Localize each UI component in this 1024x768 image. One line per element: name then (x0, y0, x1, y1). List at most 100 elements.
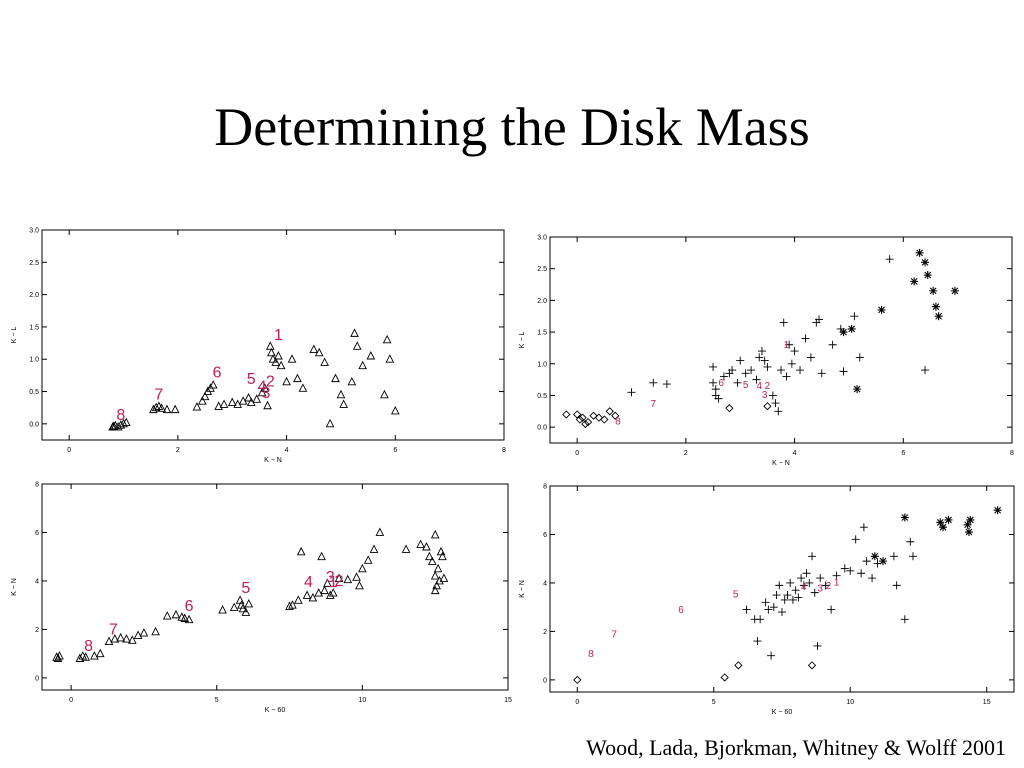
y-tick-label: 1.5 (537, 330, 547, 337)
asterisk-point (878, 557, 887, 566)
triangle-point (157, 403, 166, 412)
triangle-point (288, 600, 297, 609)
triangle-point (219, 399, 229, 408)
x-tick-label: 0 (575, 699, 579, 706)
y-tick-label: 2.5 (29, 260, 39, 267)
diamond-point (600, 415, 609, 424)
model-label-7: 7 (154, 386, 163, 403)
plus-point (832, 571, 841, 580)
plus-point (806, 353, 815, 362)
plus-point (885, 255, 894, 264)
chart-k-l-vs-k-n-symbols: 0 2 4 6 80.00.51.01.52.02.53.0K − NK − L 16 5 4… (519, 235, 1014, 468)
plus-point (764, 605, 773, 614)
triangle-point (110, 634, 120, 643)
plus-point (767, 651, 776, 660)
model-label-7: 7 (611, 629, 617, 640)
plot-frame (549, 485, 1015, 693)
triangle-point (320, 585, 329, 595)
diamond-point (575, 415, 585, 424)
model-label-4: 4 (258, 379, 267, 396)
triangle-point (267, 347, 276, 357)
y-tick-label: 3.0 (29, 228, 39, 235)
triangle-point (133, 630, 143, 639)
plus-point (805, 578, 814, 587)
triangle-point (252, 394, 262, 403)
y-axis-label: K − N (11, 578, 18, 596)
triangle-point (263, 400, 272, 410)
triangle-point (350, 328, 359, 337)
asterisk-point (944, 515, 953, 524)
triangle-point (122, 634, 131, 643)
triangle-point (52, 652, 61, 661)
plus-point (741, 369, 750, 378)
x-tick-label: 4 (285, 447, 289, 454)
diamond-point (763, 402, 772, 411)
triangle-point (241, 607, 251, 616)
plus-point (771, 399, 780, 408)
model-label-1: 1 (274, 327, 283, 344)
plus-point (774, 407, 783, 416)
plus-point (788, 595, 797, 604)
asterisk-point (853, 385, 862, 394)
x-axis-label: K − 60 (265, 707, 286, 714)
triangle-point (358, 360, 368, 370)
asterisk-point (993, 506, 1002, 515)
x-tick-label: 6 (393, 447, 397, 454)
plus-point (787, 359, 796, 368)
y-tick-label: 8 (543, 484, 547, 491)
plot-frame (549, 236, 1013, 444)
triangle-point (162, 611, 172, 620)
x-axis-label: K − N (772, 460, 790, 467)
model-label-5: 5 (733, 589, 739, 600)
plus-point (801, 334, 810, 343)
y-tick-label: 2 (35, 627, 39, 634)
triangle-point (422, 542, 431, 551)
triangle-point (432, 580, 441, 590)
plus-point (851, 535, 860, 544)
triangle-point (430, 585, 440, 595)
plus-point (827, 605, 836, 614)
triangle-point (302, 590, 312, 599)
plus-point (736, 356, 745, 365)
plus-point (742, 605, 751, 614)
plus-point (810, 588, 819, 597)
triangle-point (274, 351, 283, 360)
asterisk-point (964, 528, 973, 537)
x-tick-label: 5 (712, 699, 716, 706)
plus-point (802, 569, 811, 578)
triangle-point (317, 551, 326, 561)
asterisk-point (931, 302, 940, 311)
plus-point (846, 566, 855, 575)
triangle-point (293, 595, 303, 604)
asterisk-point (923, 271, 932, 280)
triangle-point (285, 601, 294, 610)
plus-point (782, 372, 791, 381)
plus-point (813, 641, 822, 650)
plus-point (769, 603, 778, 612)
triangle-point (257, 387, 267, 397)
model-label-5: 5 (247, 371, 256, 388)
plus-point (779, 318, 788, 327)
plus-point (719, 372, 728, 381)
plus-point (747, 366, 756, 375)
triangle-point (244, 393, 253, 402)
triangle-point (366, 351, 376, 360)
triangle-point (355, 580, 364, 590)
model-label-8: 8 (116, 407, 125, 424)
model-label-4: 4 (801, 582, 807, 593)
diamond-point (611, 411, 620, 420)
triangle-point (229, 602, 239, 612)
triangle-point (119, 418, 128, 428)
y-tick-label: 1.0 (537, 361, 547, 368)
y-tick-label: 0.5 (537, 393, 547, 400)
model-label-3: 3 (326, 569, 335, 586)
model-label-4: 4 (756, 381, 762, 392)
y-axis-label: K − N (519, 580, 526, 598)
model-label-3: 3 (762, 390, 768, 401)
y-tick-label: 2 (543, 629, 547, 636)
triangle-point (309, 344, 319, 353)
model-label-8: 8 (615, 417, 621, 428)
x-tick-label: 0 (575, 450, 579, 457)
